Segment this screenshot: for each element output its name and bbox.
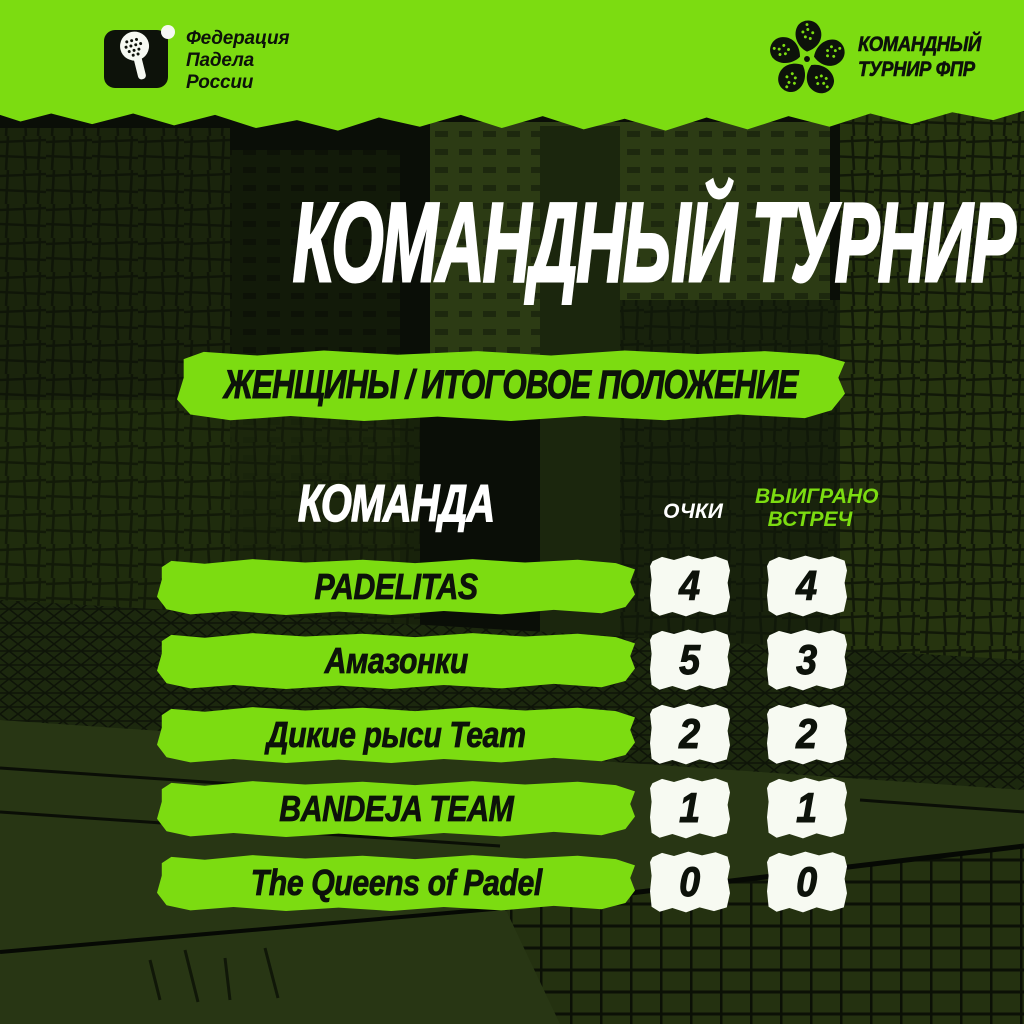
- page-title: КОМАНДНЫЙ ТУРНИР ФПР: [292, 179, 1024, 307]
- subtitle-banner-label: ЖЕНЩИНЫ / ИТОГОВОЕ ПОЛОЖЕНИЕ: [224, 362, 799, 407]
- event-badge-label: КОМАНДНЫЙ ТУРНИР ФПР: [858, 33, 982, 81]
- team-name: PADELITAS: [314, 565, 478, 607]
- top-brand-band: Федерация Падела России КОМАНДНЫЙ ТУРНИР: [0, 0, 1024, 131]
- points-value: 1: [679, 784, 701, 832]
- wins-box: 3: [767, 629, 847, 691]
- points-box: 5: [650, 629, 730, 691]
- column-header-wins: ВЫИГРАНО ВСТРЕЧ: [755, 485, 879, 532]
- wins-value: 0: [796, 858, 818, 906]
- team-name-bar: PADELITAS: [157, 559, 635, 615]
- team-name: BANDEJA TEAM: [278, 787, 514, 829]
- points-box: 1: [650, 777, 730, 839]
- wins-box: 0: [767, 851, 847, 913]
- wins-box: 1: [767, 777, 847, 839]
- team-name-bar: BANDEJA TEAM: [157, 781, 635, 837]
- points-value: 4: [679, 562, 701, 610]
- points-value: 2: [679, 710, 701, 758]
- points-box: 0: [650, 851, 730, 913]
- standings-row: PADELITAS 4 4: [0, 555, 1024, 617]
- team-name-bar: Дикие рыси Team: [157, 707, 635, 763]
- racket-pinwheel-icon: [766, 20, 848, 100]
- federation-racket-logo-icon: [104, 25, 175, 88]
- points-box: 2: [650, 703, 730, 765]
- wins-value: 1: [796, 784, 818, 832]
- standings-table: PADELITAS 4 4 Амазонки 5 3 Дикие рыси Te…: [0, 555, 1024, 928]
- column-header-team: КОМАНДА: [297, 474, 495, 534]
- standings-row: BANDEJA TEAM 1 1: [0, 777, 1024, 839]
- team-name: Амазонки: [324, 639, 468, 681]
- standings-row: The Queens of Padel 0 0: [0, 851, 1024, 913]
- wins-value: 4: [796, 562, 818, 610]
- wins-value: 3: [796, 636, 818, 684]
- standings-row: Амазонки 5 3: [0, 629, 1024, 691]
- points-box: 4: [650, 555, 730, 617]
- wins-value: 2: [796, 710, 818, 758]
- standings-row: Дикие рыси Team 2 2: [0, 703, 1024, 765]
- team-name-bar: Амазонки: [157, 633, 635, 689]
- team-name: Дикие рыси Team: [266, 713, 526, 755]
- team-name-bar: The Queens of Padel: [157, 855, 635, 911]
- points-value: 5: [679, 636, 701, 684]
- column-header-points: ОЧКИ: [663, 500, 723, 523]
- team-name: The Queens of Padel: [250, 861, 542, 903]
- federation-name: Федерация Падела России: [186, 28, 290, 94]
- wins-box: 2: [767, 703, 847, 765]
- points-value: 0: [679, 858, 701, 906]
- wins-box: 4: [767, 555, 847, 617]
- subtitle-banner: ЖЕНЩИНЫ / ИТОГОВОЕ ПОЛОЖЕНИЕ: [177, 350, 845, 421]
